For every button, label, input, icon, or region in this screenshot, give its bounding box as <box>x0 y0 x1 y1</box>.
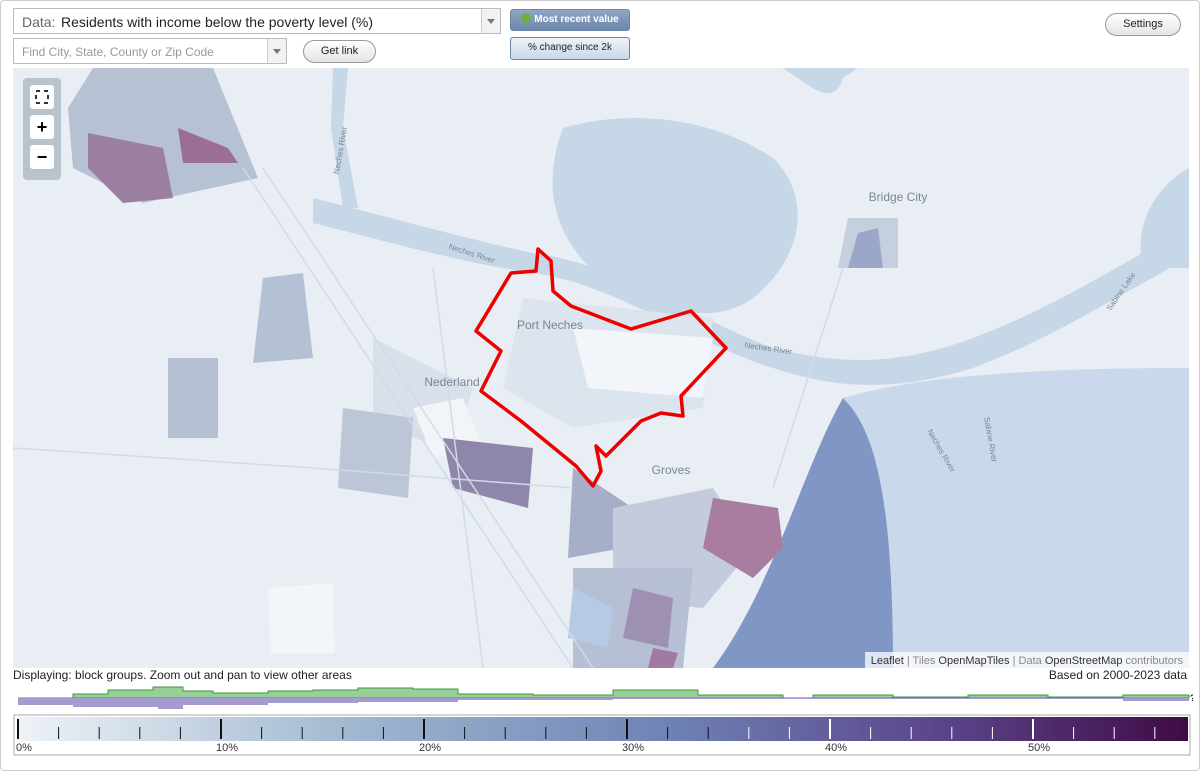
dropdown-arrow <box>267 39 286 63</box>
get-link-button[interactable]: Get link <box>303 40 376 63</box>
attr-sep: contributors <box>1122 655 1183 667</box>
dropdown-arrow <box>481 9 500 33</box>
data-select[interactable]: Data: Residents with income below the po… <box>13 8 501 34</box>
settings-button[interactable]: Settings <box>1105 13 1181 36</box>
attribution: Leaflet | Tiles OpenMapTiles | Data Open… <box>871 655 1184 667</box>
selected-area-outline[interactable] <box>474 247 728 488</box>
legend-tick-label: 50% <box>1028 742 1050 754</box>
legend-tick-label: 30% <box>622 742 644 754</box>
shore-block <box>713 398 893 668</box>
help-icon[interactable]: ? <box>1190 693 1193 703</box>
histogram: ? <box>18 686 1193 709</box>
place-label: Port Neches <box>517 318 583 332</box>
zoom-out-label: − <box>37 147 48 167</box>
roads <box>13 167 844 668</box>
zoom-in-button[interactable] <box>30 115 54 139</box>
fullscreen-button[interactable] <box>30 85 54 109</box>
attr-osm[interactable]: OpenStreetMap <box>1045 655 1123 667</box>
legend-tick-label: 40% <box>825 742 847 754</box>
data-value: Residents with income below the poverty … <box>61 14 374 30</box>
place-label: Nederland <box>424 375 479 389</box>
based-on-note: Based on 2000-2023 data <box>1048 668 1187 682</box>
zoom-in-label: + <box>37 117 48 137</box>
legend-tick-label: 20% <box>419 742 441 754</box>
displaying-note: Displaying: block groups. Zoom out and p… <box>13 668 352 682</box>
attr-leaflet[interactable]: Leaflet <box>871 655 904 667</box>
legend-tick-label: 0% <box>16 742 32 754</box>
color-legend: 0% 10% 20% 30% 40% 50% <box>13 714 1191 756</box>
search-box[interactable]: Find City, State, County or Zip Code <box>13 38 287 64</box>
legend-tick-label: 10% <box>216 742 238 754</box>
most-recent-label: Most recent value <box>534 14 619 25</box>
attr-tiles[interactable]: OpenMapTiles <box>938 655 1010 667</box>
place-label: Bridge City <box>869 190 928 204</box>
zoom-control: + − <box>23 78 61 180</box>
check-icon <box>521 13 532 23</box>
water <box>313 68 1189 385</box>
zoom-out-button[interactable] <box>30 145 54 169</box>
most-recent-toggle[interactable]: Most recent value <box>510 9 630 31</box>
block-groups <box>68 68 898 668</box>
place-label: Groves <box>652 463 691 477</box>
data-label: Data: <box>22 14 56 30</box>
legend-gradient <box>17 717 1188 741</box>
change-toggle[interactable]: % change since 2k <box>510 37 630 60</box>
attr-sep: | Data <box>1010 655 1045 667</box>
search-placeholder: Find City, State, County or Zip Code <box>22 45 214 59</box>
attr-sep: | Tiles <box>904 655 939 667</box>
attribution-bg <box>865 652 1189 668</box>
